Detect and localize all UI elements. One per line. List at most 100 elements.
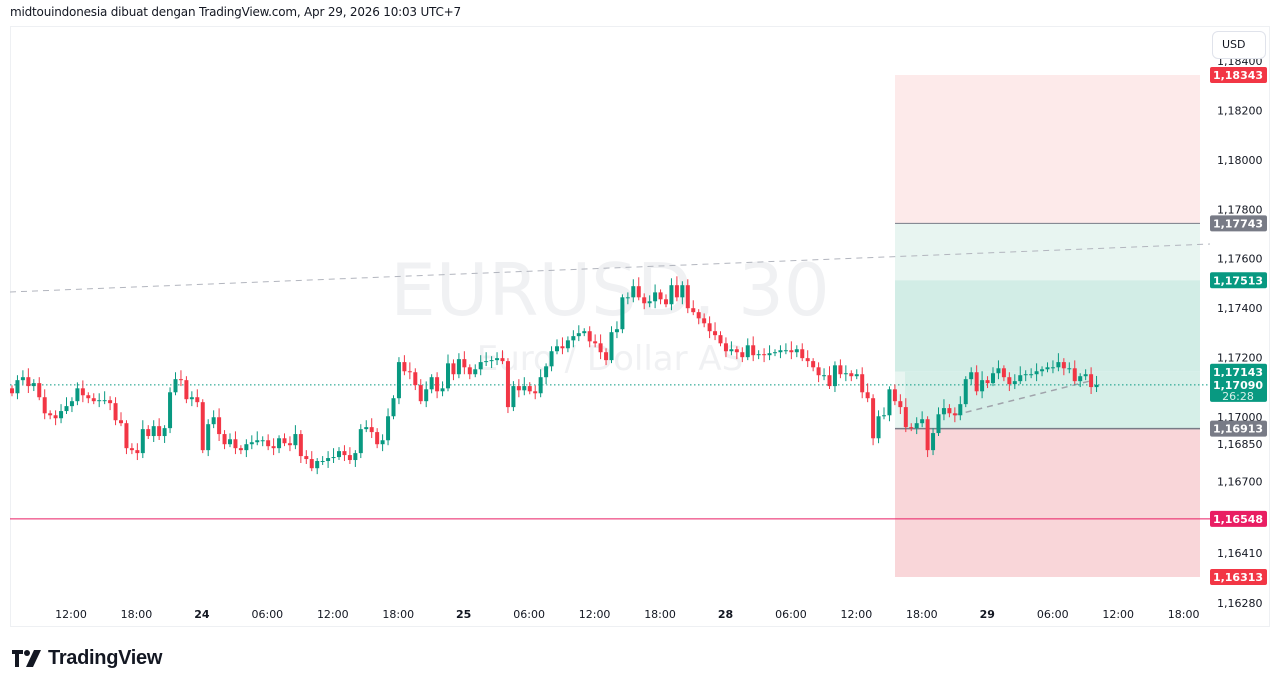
candle-body bbox=[467, 367, 472, 375]
currency-button[interactable]: USD bbox=[1212, 31, 1266, 59]
candle-body bbox=[228, 439, 232, 445]
price-badge-label: 1,16548 bbox=[1213, 513, 1263, 526]
candle-body bbox=[75, 388, 80, 402]
candle-body bbox=[375, 432, 380, 445]
candle-body bbox=[293, 434, 298, 446]
candle-body bbox=[189, 397, 194, 400]
candle-body bbox=[1012, 381, 1017, 385]
candle-body bbox=[108, 400, 113, 404]
price-badge-label: 1,17513 bbox=[1213, 274, 1263, 287]
target-zone-outer bbox=[895, 223, 1200, 281]
candle-body bbox=[625, 297, 630, 299]
candle-body bbox=[342, 451, 347, 456]
candle-body bbox=[1034, 371, 1039, 375]
tradingview-logo-icon bbox=[12, 649, 41, 667]
candle-body bbox=[800, 349, 805, 359]
x-tick-label: 18:00 bbox=[121, 608, 153, 621]
candle-body bbox=[1056, 362, 1061, 368]
candle-body bbox=[843, 373, 848, 375]
candle-body bbox=[533, 391, 538, 394]
price-badge bbox=[1210, 215, 1267, 232]
x-tick-label: 12:00 bbox=[579, 608, 611, 621]
candle-body bbox=[282, 438, 287, 444]
x-tick-label: 06:00 bbox=[775, 608, 807, 621]
price-badge-label: 1,17743 bbox=[1213, 217, 1263, 230]
x-tick-label: 24 bbox=[194, 608, 210, 621]
candle-body bbox=[337, 451, 341, 458]
candle-body bbox=[544, 366, 549, 378]
candle-body bbox=[1045, 367, 1050, 370]
candle-body bbox=[653, 292, 658, 302]
candle-body bbox=[64, 406, 69, 412]
candle-body bbox=[805, 358, 810, 362]
candle-body bbox=[20, 377, 25, 381]
candle-body bbox=[723, 343, 728, 352]
candle-body bbox=[1007, 377, 1012, 385]
candle-body bbox=[718, 335, 723, 344]
candle-body bbox=[593, 341, 598, 344]
candle-body bbox=[876, 416, 881, 439]
candle-body bbox=[827, 375, 832, 387]
candle-body bbox=[674, 285, 679, 298]
candle-body bbox=[369, 427, 374, 433]
candle-body bbox=[576, 333, 581, 337]
candle-body bbox=[429, 377, 434, 390]
candle-body bbox=[1078, 376, 1083, 382]
candle-body bbox=[980, 380, 985, 392]
price-badge bbox=[1210, 272, 1267, 289]
candle-body bbox=[129, 448, 134, 451]
candle-body bbox=[59, 411, 64, 419]
candle-body bbox=[249, 442, 254, 445]
candle-body bbox=[53, 415, 58, 419]
candle-body bbox=[974, 372, 979, 392]
candle-body bbox=[860, 374, 865, 393]
candle-body bbox=[10, 388, 14, 394]
candle-body bbox=[587, 331, 592, 342]
candle-body bbox=[696, 312, 701, 319]
y-tick-label: 1,17800 bbox=[1217, 203, 1263, 216]
candle-body bbox=[277, 438, 282, 449]
candle-body bbox=[816, 367, 821, 376]
candle-body bbox=[347, 455, 352, 461]
candle-body bbox=[664, 299, 668, 305]
candle-body bbox=[740, 352, 745, 358]
candle-body bbox=[140, 429, 145, 454]
chart-frame bbox=[10, 26, 1270, 627]
x-tick-label: 18:00 bbox=[1168, 608, 1200, 621]
tradingview-logo[interactable]: TradingView bbox=[12, 647, 162, 670]
candle-body bbox=[702, 318, 707, 324]
candle-body bbox=[707, 323, 712, 332]
candle-body bbox=[854, 374, 859, 377]
candle-body bbox=[413, 372, 418, 386]
candle-body bbox=[773, 352, 777, 354]
candle-body bbox=[135, 450, 140, 454]
candle-body bbox=[309, 459, 314, 469]
x-tick-label: 25 bbox=[456, 608, 471, 621]
candle-body bbox=[822, 375, 827, 377]
candle-body bbox=[811, 361, 816, 368]
candle-body bbox=[729, 349, 734, 352]
candle-body bbox=[1029, 374, 1034, 376]
y-tick-label: 1,17400 bbox=[1217, 302, 1263, 315]
candle-body bbox=[985, 380, 990, 384]
candle-body bbox=[549, 351, 554, 367]
candle-body bbox=[206, 424, 211, 451]
x-tick-label: 12:00 bbox=[55, 608, 87, 621]
candle-body bbox=[1018, 375, 1023, 382]
stop-zone-lower bbox=[895, 428, 1200, 578]
candle-body bbox=[173, 379, 178, 393]
candle-body bbox=[903, 407, 908, 428]
candle-body bbox=[1040, 369, 1045, 372]
candle-body bbox=[920, 419, 925, 424]
candle-body bbox=[315, 461, 320, 469]
candle-body bbox=[604, 352, 609, 361]
price-badge bbox=[1210, 569, 1267, 586]
x-tick-label: 28 bbox=[718, 608, 733, 621]
candle-body bbox=[1023, 374, 1028, 376]
candle-body bbox=[326, 458, 331, 462]
candle-body bbox=[669, 285, 674, 305]
candle-body bbox=[898, 401, 903, 408]
candle-body bbox=[435, 377, 440, 392]
candle-body bbox=[516, 386, 521, 391]
